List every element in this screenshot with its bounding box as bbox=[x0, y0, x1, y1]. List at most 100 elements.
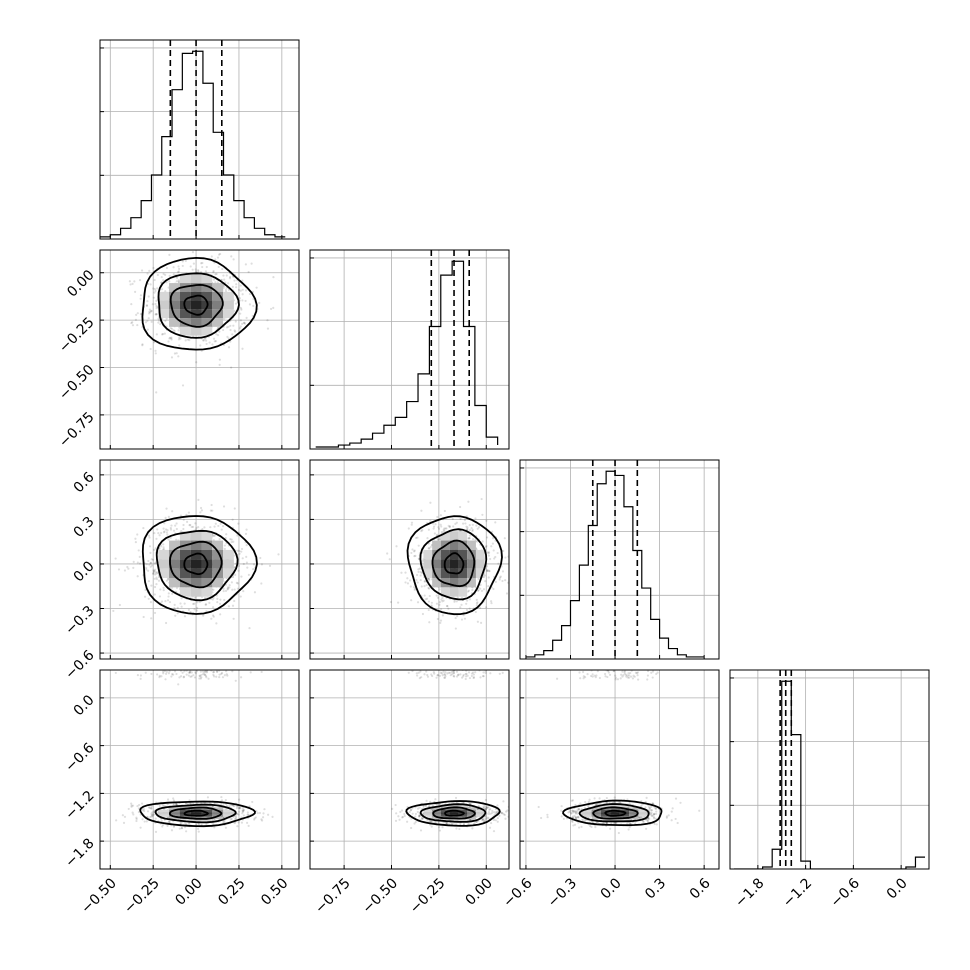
scatter-point bbox=[157, 579, 161, 582]
density-cell bbox=[449, 577, 459, 588]
scatter-point bbox=[463, 617, 467, 620]
scatter-point bbox=[147, 597, 150, 600]
scatter-point bbox=[214, 340, 217, 343]
scatter-point bbox=[626, 822, 629, 825]
scatter-point bbox=[223, 598, 226, 602]
scatter-point bbox=[198, 677, 201, 680]
scatter-point bbox=[417, 544, 420, 547]
scatter-point bbox=[192, 262, 195, 265]
scatter-point bbox=[172, 825, 176, 828]
scatter-point bbox=[160, 281, 163, 284]
scatter-point bbox=[175, 538, 178, 541]
scatter-point bbox=[269, 307, 273, 311]
scatter-point bbox=[148, 308, 152, 311]
scatter-point bbox=[459, 517, 462, 521]
scatter-point bbox=[471, 523, 474, 526]
scatter-point bbox=[157, 532, 160, 535]
scatter-point bbox=[223, 674, 226, 677]
scatter-point bbox=[244, 263, 247, 266]
hist-step-line bbox=[315, 260, 499, 448]
scatter-point bbox=[218, 676, 221, 679]
scatter-point bbox=[222, 587, 225, 590]
scatter-point bbox=[158, 674, 161, 677]
scatter-point bbox=[437, 803, 440, 806]
scatter-point bbox=[242, 562, 245, 566]
scatter-point bbox=[212, 615, 215, 618]
scatter-point bbox=[235, 581, 238, 584]
scatter-point bbox=[466, 599, 469, 602]
scatter-point bbox=[401, 815, 405, 819]
scatter-point bbox=[138, 803, 141, 807]
gridlines bbox=[310, 460, 509, 659]
scatter-point bbox=[503, 537, 506, 540]
scatter-point bbox=[153, 611, 157, 615]
scatter-point bbox=[131, 804, 135, 807]
scatter-point bbox=[153, 291, 156, 294]
scatter-point bbox=[248, 805, 251, 808]
scatter-point bbox=[203, 673, 206, 676]
scatter-point bbox=[150, 617, 153, 620]
scatter-point bbox=[420, 817, 424, 820]
scatter-point bbox=[182, 675, 186, 678]
density-cell bbox=[432, 549, 441, 560]
scatter-point bbox=[218, 363, 221, 366]
xtick-label: 0.00 bbox=[172, 875, 205, 908]
scatter-point bbox=[145, 304, 148, 307]
density-cell bbox=[169, 291, 180, 301]
scatter-point bbox=[428, 800, 432, 803]
scatter-point bbox=[144, 588, 147, 592]
scatter-point bbox=[164, 678, 167, 681]
density-cell bbox=[169, 549, 180, 560]
scatter-point bbox=[419, 570, 422, 574]
scatter-point bbox=[240, 308, 243, 311]
scatter-point bbox=[441, 826, 444, 829]
scatter-point bbox=[505, 810, 508, 813]
scatter-point bbox=[215, 622, 218, 625]
scatter-point bbox=[192, 674, 195, 677]
density-cell bbox=[169, 807, 180, 810]
scatter-point bbox=[202, 673, 205, 676]
density-cell bbox=[201, 577, 213, 588]
contour-line bbox=[155, 529, 239, 602]
scatter-point bbox=[260, 582, 263, 585]
scatter-point bbox=[212, 534, 215, 538]
scatter-point bbox=[502, 549, 505, 553]
scatter-point bbox=[241, 557, 244, 560]
ytick-label: −0.50 bbox=[56, 362, 98, 404]
scatter-point bbox=[158, 319, 161, 322]
scatter-point bbox=[486, 551, 489, 554]
scatter-point bbox=[487, 810, 491, 814]
scatter-point bbox=[241, 279, 244, 282]
scatter-point bbox=[444, 673, 447, 676]
density-cell bbox=[169, 568, 180, 578]
scatter-point bbox=[433, 820, 436, 823]
scatter-point bbox=[206, 796, 210, 799]
scatter-point bbox=[459, 505, 462, 509]
scatter-point bbox=[457, 674, 460, 677]
scatter-point bbox=[492, 587, 495, 591]
scatter-point bbox=[161, 803, 164, 807]
scatter-point bbox=[442, 528, 445, 532]
scatter-point bbox=[400, 571, 403, 574]
scatter-point bbox=[429, 501, 432, 504]
scatter-point bbox=[173, 607, 176, 610]
scatter-point bbox=[127, 567, 130, 570]
scatter-point bbox=[215, 670, 219, 673]
scatter-point bbox=[190, 675, 193, 678]
scatter-point bbox=[247, 813, 250, 817]
scatter-point bbox=[148, 563, 151, 566]
scatter-point bbox=[425, 799, 428, 802]
scatter-point bbox=[191, 525, 195, 528]
density-cell bbox=[158, 549, 170, 560]
scatter-point bbox=[475, 524, 478, 527]
scatter-point bbox=[189, 523, 192, 527]
scatter-point bbox=[170, 524, 173, 527]
scatter-point bbox=[228, 584, 231, 587]
scatter-point bbox=[149, 551, 152, 554]
scatter-point bbox=[130, 321, 133, 325]
scatter-point bbox=[465, 672, 468, 675]
contour-line bbox=[405, 800, 501, 827]
scatter-point bbox=[146, 328, 149, 331]
scatter-point bbox=[625, 675, 628, 678]
scatter-point bbox=[216, 670, 219, 674]
